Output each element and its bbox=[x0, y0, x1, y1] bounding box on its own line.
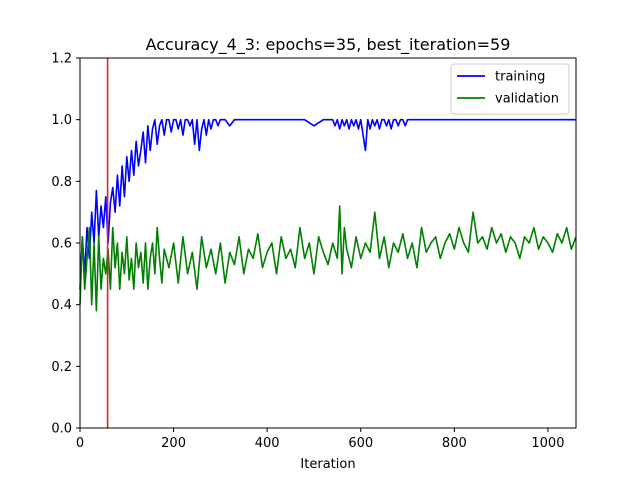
plot-area bbox=[79, 57, 577, 429]
x-axis-label: Iteration bbox=[300, 457, 355, 472]
x-tick-label: 200 bbox=[161, 436, 186, 451]
chart-title: Accuracy_4_3: epochs=35, best_iteration=… bbox=[146, 35, 511, 55]
y-axis-ticks: 0.0 0.2 0.4 0.6 0.8 1.0 1.2 bbox=[51, 52, 80, 437]
x-tick-label: 400 bbox=[255, 436, 280, 451]
y-tick-label: 1.0 bbox=[51, 113, 72, 128]
y-tick-label: 0.0 bbox=[51, 422, 72, 437]
x-axis-ticks: 0 200 400 600 800 1000 bbox=[76, 428, 564, 451]
series-layer bbox=[79, 118, 577, 312]
y-tick-label: 1.2 bbox=[51, 52, 72, 67]
series-line-training bbox=[79, 118, 576, 290]
x-tick-label: 0 bbox=[76, 436, 84, 451]
y-tick-label: 0.6 bbox=[51, 237, 72, 252]
y-tick-label: 0.4 bbox=[51, 298, 72, 313]
legend: training validation bbox=[450, 63, 570, 115]
series-line-validation bbox=[79, 205, 577, 312]
legend-label-training: training bbox=[495, 70, 545, 85]
x-tick-label: 1000 bbox=[531, 436, 564, 451]
y-tick-label: 0.8 bbox=[51, 175, 72, 190]
legend-label-validation: validation bbox=[495, 92, 559, 107]
y-tick-label: 0.2 bbox=[51, 360, 72, 375]
x-tick-label: 800 bbox=[442, 436, 467, 451]
x-tick-label: 600 bbox=[348, 436, 373, 451]
